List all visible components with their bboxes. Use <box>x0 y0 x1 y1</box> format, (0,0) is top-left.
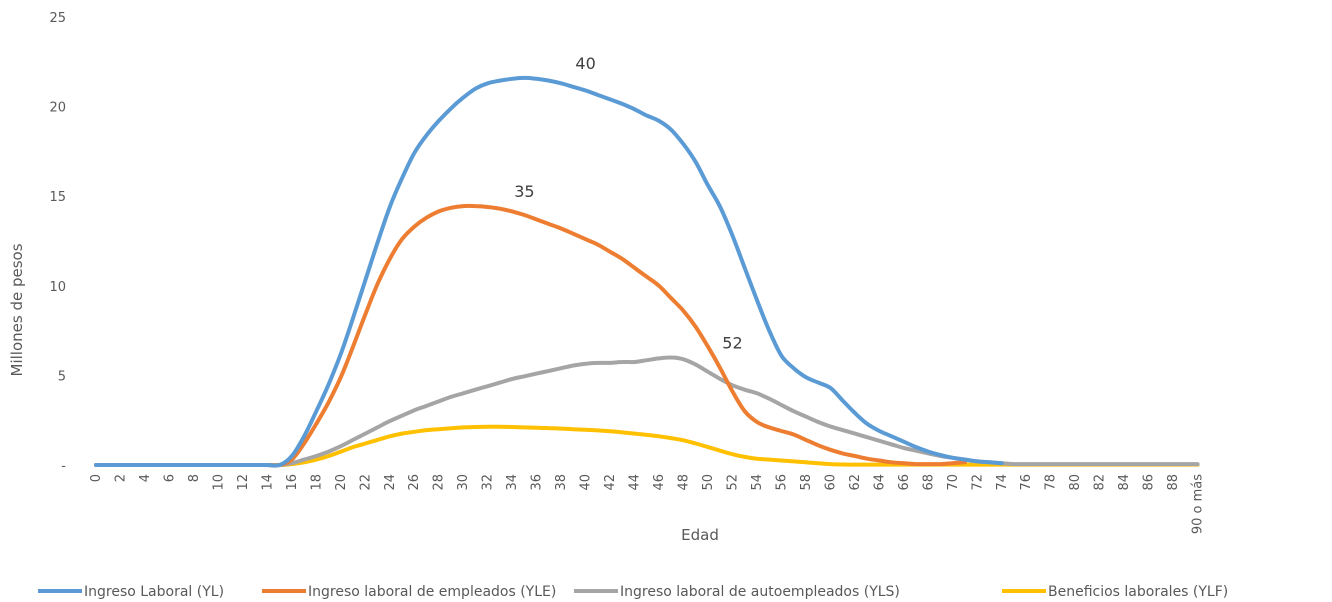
y-tick-label: 25 <box>49 11 66 26</box>
y-axis-ticks: - 5 10 15 20 25 <box>49 11 66 474</box>
y-tick-label: 15 <box>49 190 66 205</box>
x-tick-label: 48 <box>677 474 692 491</box>
x-tick-label: 36 <box>530 474 545 491</box>
x-tick-label: 10 <box>211 474 226 491</box>
x-tick-label: 18 <box>309 474 324 491</box>
x-tick-label: 38 <box>554 474 569 491</box>
x-tick-label: 16 <box>285 474 300 491</box>
x-tick-label: 56 <box>774 474 789 491</box>
x-tick-label: 54 <box>750 474 765 491</box>
x-tick-label: 20 <box>334 474 349 491</box>
y-tick-label: 10 <box>49 280 66 295</box>
series-line <box>94 424 1200 468</box>
x-axis-ticks: 0 2 4 6 8 10 12 14 16 18 20 22 24 26 28 30 32 34 36 38 40 42 4… <box>89 474 1206 534</box>
x-tick-label: 70 <box>946 474 961 491</box>
x-tick-label: 66 <box>897 474 912 491</box>
peak-age-label: 40 <box>575 54 595 73</box>
x-tick-label: 62 <box>848 474 863 491</box>
x-tick-label: 2 <box>113 474 128 482</box>
legend: Ingreso Laboral (YL) Ingreso laboral de e… <box>38 584 1228 600</box>
x-tick-label: 74 <box>995 474 1010 491</box>
x-tick-label: 22 <box>358 474 373 491</box>
legend-label: Beneficios laborales (YLF) <box>1048 584 1228 600</box>
x-tick-label: 30 <box>456 474 471 491</box>
legend-label: Ingreso Laboral (YL) <box>84 584 224 600</box>
x-tick-label: 78 <box>1044 474 1059 491</box>
x-tick-label: 58 <box>799 474 814 491</box>
x-tick-label: 28 <box>432 474 447 491</box>
y-tick-label: 5 <box>58 369 66 384</box>
y-tick-label: 20 <box>49 101 66 116</box>
peak-age-label: 35 <box>514 182 534 201</box>
x-axis-title: Edad <box>681 526 719 544</box>
x-tick-label: 6 <box>162 474 177 482</box>
x-tick-label: 68 <box>921 474 936 491</box>
x-tick-label: 88 <box>1166 474 1181 491</box>
x-tick-label: 52 <box>725 474 740 491</box>
series-line <box>94 355 1200 468</box>
x-tick-label: 44 <box>628 474 643 491</box>
x-tick-label: 50 <box>701 474 716 491</box>
x-tick-label: 90 o más <box>1191 474 1206 534</box>
x-tick-label: 82 <box>1093 474 1108 491</box>
y-tick-label: - <box>61 459 66 474</box>
x-tick-label: 84 <box>1117 474 1132 491</box>
x-tick-label: 12 <box>236 474 251 491</box>
x-tick-label: 86 <box>1142 474 1157 491</box>
legend-label: Ingreso laboral de empleados (YLE) <box>308 584 556 600</box>
peak-age-label: 52 <box>722 333 742 352</box>
x-tick-label: 60 <box>823 474 838 491</box>
x-tick-label: 42 <box>603 474 618 491</box>
x-tick-label: 24 <box>383 474 398 491</box>
x-tick-label: 4 <box>138 474 153 482</box>
x-tick-label: 26 <box>407 474 422 491</box>
series-lines <box>94 75 1200 468</box>
x-tick-label: 32 <box>481 474 496 491</box>
series-line <box>94 75 1004 468</box>
x-tick-label: 40 <box>579 474 594 491</box>
x-tick-label: 8 <box>187 474 202 482</box>
legend-label: Ingreso laboral de autoempleados (YLS) <box>620 584 900 600</box>
peak-annotations: 40 35 52 <box>514 54 742 353</box>
x-tick-label: 46 <box>652 474 667 491</box>
y-axis-title: Millones de pesos <box>8 243 26 376</box>
x-tick-label: 72 <box>970 474 985 491</box>
x-tick-label: 34 <box>505 474 520 491</box>
x-tick-label: 14 <box>260 474 275 491</box>
x-tick-label: 64 <box>872 474 887 491</box>
x-tick-label: 80 <box>1068 474 1083 491</box>
x-tick-label: 76 <box>1019 474 1034 491</box>
x-tick-label: 0 <box>89 474 104 482</box>
